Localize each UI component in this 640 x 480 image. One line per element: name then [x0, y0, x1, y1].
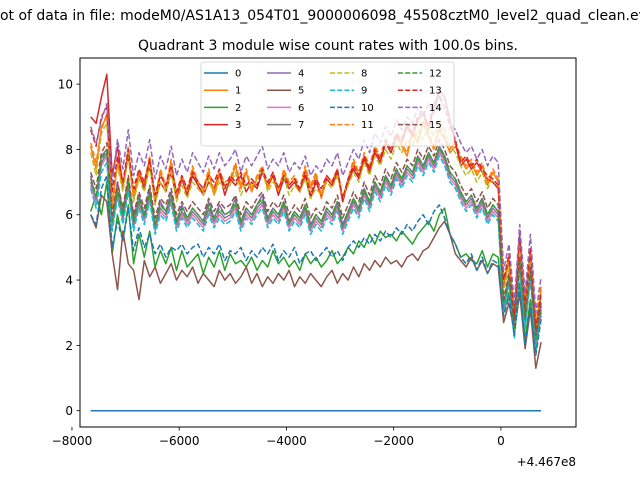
series-line-2	[89, 181, 542, 353]
series-layer	[89, 73, 542, 412]
series-line-5	[90, 194, 542, 369]
y-tick-label: 6	[65, 208, 73, 222]
y-tick-label: 10	[58, 78, 73, 92]
legend-label-3: 3	[235, 120, 241, 131]
x-tick-label: −4000	[266, 434, 307, 448]
legend-label-0: 0	[235, 69, 241, 80]
legend-label-8: 8	[361, 69, 367, 80]
legend-label-9: 9	[361, 86, 367, 97]
legend-label-14: 14	[429, 103, 442, 114]
series-line-10	[90, 174, 542, 356]
series-line-12	[89, 145, 542, 340]
series-line-7	[89, 148, 542, 343]
x-tick-label: 0	[497, 434, 505, 448]
legend-label-15: 15	[429, 120, 442, 131]
series-line-8	[89, 119, 542, 330]
legend-label-4: 4	[298, 69, 304, 80]
figure-suptitle: Plot of data in file: modeM0/AS1A13_054T…	[0, 8, 640, 24]
x-tick-label: −8000	[52, 434, 93, 448]
legend-label-11: 11	[361, 120, 374, 131]
chart-title: Quadrant 3 module wise count rates with …	[138, 38, 518, 54]
x-tick-label: −6000	[159, 434, 200, 448]
series-line-9	[89, 155, 542, 350]
series-line-14	[89, 93, 542, 314]
series-line-6	[89, 151, 542, 347]
legend-label-13: 13	[429, 86, 442, 97]
plot-frame	[79, 57, 577, 428]
legend-label-5: 5	[298, 86, 304, 97]
y-tick-label: 2	[65, 339, 73, 353]
legend-label-2: 2	[235, 103, 241, 114]
legend-label-6: 6	[298, 103, 304, 114]
legend-label-12: 12	[429, 69, 442, 80]
x-tick-label: −2000	[373, 434, 414, 448]
legend-label-7: 7	[298, 120, 304, 131]
y-tick-label: 8	[65, 143, 73, 157]
x-axis: −8000 −6000 −4000 −2000 0	[52, 427, 505, 448]
legend-label-10: 10	[361, 103, 374, 114]
series-line-13	[89, 96, 542, 330]
x-offset-label: +4.467e8	[517, 455, 576, 469]
y-tick-label: 4	[65, 274, 73, 288]
series-line-15	[89, 138, 542, 337]
legend-label-1: 1	[235, 86, 241, 97]
y-tick-label: 0	[65, 404, 73, 418]
legend-box	[200, 61, 455, 147]
series-line-1	[89, 116, 542, 327]
y-axis: 0 2 4 6 8 10	[58, 78, 80, 418]
